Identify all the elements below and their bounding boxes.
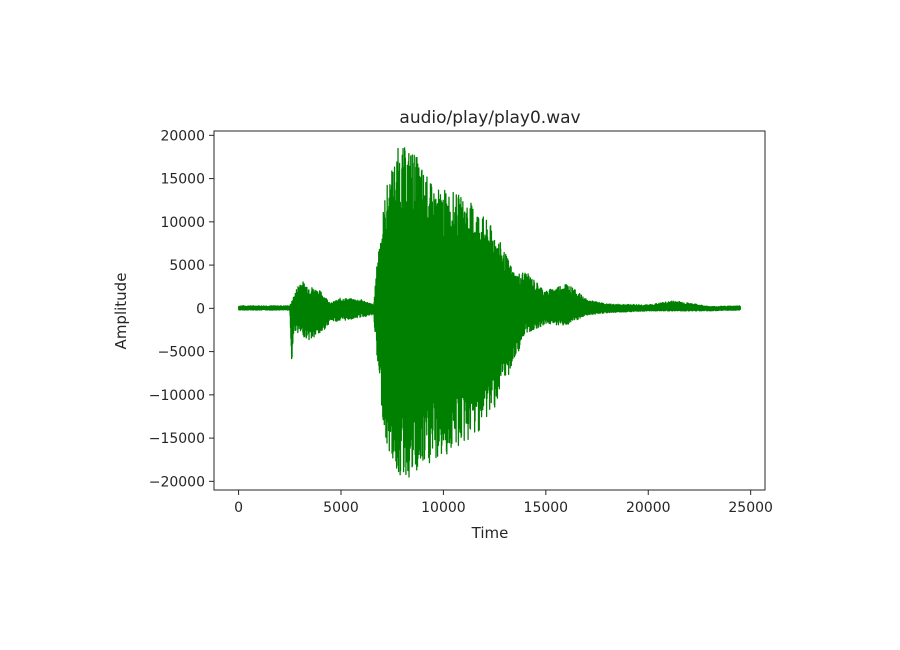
- x-axis-ticks: 0 5000 10000 15000 20000 25000: [234, 490, 773, 516]
- waveform-line: [237, 147, 742, 478]
- axes-frame: [213, 130, 766, 491]
- y-tick-label: 5000: [169, 258, 205, 274]
- x-tick-label: 25000: [728, 500, 773, 516]
- x-tick-label: 10000: [421, 500, 466, 516]
- x-axis-label: Time: [471, 524, 509, 542]
- x-tick-label: 0: [234, 500, 243, 516]
- y-tick-label: 15000: [160, 172, 205, 188]
- x-tick-label: 20000: [626, 500, 671, 516]
- y-tick-label: −10000: [149, 388, 205, 404]
- y-tick-label: 20000: [160, 128, 205, 144]
- y-axis-ticks: 20000 15000 10000 5000 0 −5000 −10000 −15000 −20…: [149, 128, 214, 490]
- y-tick-label: −5000: [158, 345, 205, 361]
- x-tick-label: 15000: [524, 500, 569, 516]
- y-tick-label: −15000: [149, 431, 205, 447]
- plot-area: [237, 147, 742, 478]
- chart-title: audio/play/play0.wav: [399, 108, 580, 128]
- y-tick-label: 0: [196, 301, 205, 317]
- x-tick-label: 5000: [323, 500, 359, 516]
- y-tick-label: 10000: [160, 215, 205, 231]
- y-axis-label: Amplitude: [112, 273, 130, 350]
- y-tick-label: −20000: [149, 474, 205, 490]
